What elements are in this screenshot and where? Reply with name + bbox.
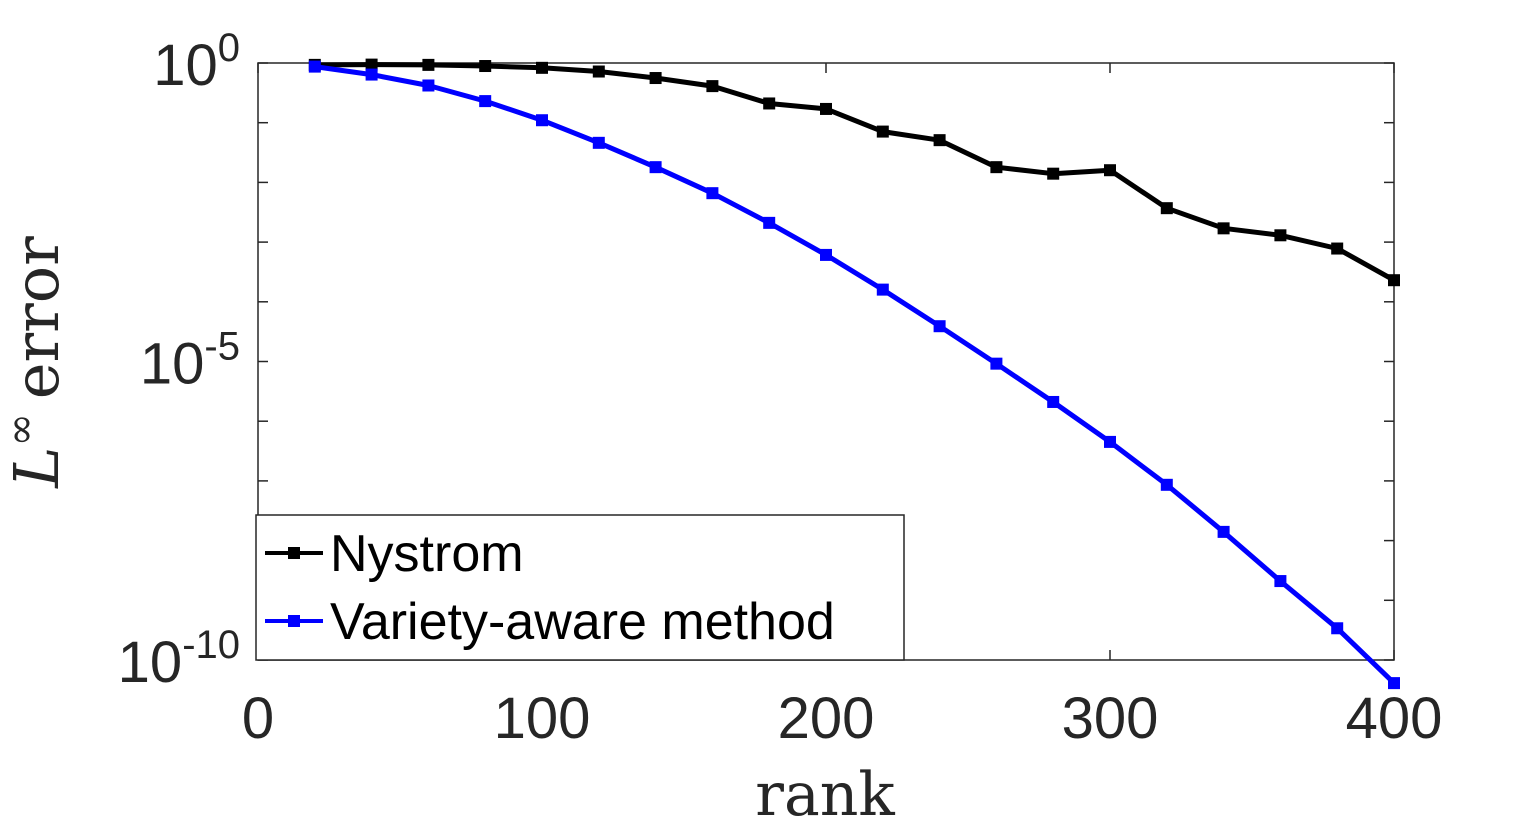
data-point-nystrom <box>763 97 776 110</box>
legend-marker-nystrom <box>288 547 300 559</box>
data-point-nystrom <box>1388 274 1400 287</box>
data-point-variety-aware-method <box>1274 575 1287 588</box>
data-point-variety-aware-method <box>1104 435 1116 448</box>
data-point-nystrom <box>1217 222 1230 235</box>
data-point-variety-aware-method <box>308 60 321 73</box>
y-tick-label: 10-10 <box>118 623 240 695</box>
series-line-variety-aware-method <box>314 64 1396 685</box>
x-tick-label: 0 <box>242 686 274 751</box>
series-variety-aware-method <box>308 60 1400 690</box>
data-point-nystrom <box>876 125 889 138</box>
data-point-nystrom <box>1331 242 1344 255</box>
legend-marker-variety-aware <box>288 615 300 627</box>
data-point-nystrom <box>706 80 719 93</box>
data-point-variety-aware-method <box>763 216 776 229</box>
data-point-variety-aware-method <box>1388 677 1400 690</box>
series-layer <box>308 58 1400 690</box>
data-point-nystrom <box>365 58 378 71</box>
data-point-nystrom <box>592 65 605 78</box>
y-tick-labels: 100 10-5 10-10 <box>118 26 240 695</box>
data-point-nystrom <box>649 72 662 85</box>
data-point-variety-aware-method <box>365 68 378 81</box>
data-point-nystrom <box>820 102 832 115</box>
data-point-nystrom <box>1160 202 1173 215</box>
legend-box <box>255 514 905 661</box>
data-point-variety-aware-method <box>536 114 548 127</box>
x-tick-label: 200 <box>778 686 875 751</box>
y-tick-label: 100 <box>153 26 240 98</box>
data-point-nystrom <box>422 58 435 71</box>
y-axis-title-base: L <box>0 447 73 489</box>
data-point-variety-aware-method <box>933 320 946 333</box>
data-point-variety-aware-method <box>479 95 492 108</box>
data-point-variety-aware-method <box>706 187 719 200</box>
data-point-nystrom <box>536 61 548 74</box>
x-tick-label: 300 <box>1062 686 1159 751</box>
data-point-variety-aware-method <box>876 283 889 296</box>
legend: Nystrom Variety-aware method <box>255 514 905 661</box>
x-tick-label: 400 <box>1346 686 1443 751</box>
data-point-variety-aware-method <box>1331 622 1344 635</box>
y-axis-title: L∞ error <box>0 236 73 489</box>
series-line-nystrom <box>314 62 1396 283</box>
legend-label-variety-aware: Variety-aware method <box>330 593 835 651</box>
data-point-variety-aware-method <box>990 357 1003 370</box>
data-point-nystrom <box>479 60 492 73</box>
data-point-variety-aware-method <box>592 136 605 149</box>
data-point-nystrom <box>990 161 1003 174</box>
x-tick-labels: 0 100 200 300 400 <box>242 686 1443 751</box>
data-point-nystrom <box>1047 167 1060 180</box>
data-point-variety-aware-method <box>422 79 435 92</box>
data-point-nystrom <box>1104 164 1116 177</box>
y-axis-title-text: error <box>0 236 73 399</box>
x-axis-title: rank <box>755 760 895 830</box>
data-point-variety-aware-method <box>820 248 832 261</box>
data-point-variety-aware-method <box>1047 395 1060 408</box>
data-point-variety-aware-method <box>1217 525 1230 538</box>
data-point-nystrom <box>933 134 946 147</box>
y-axis-title-superscript: ∞ <box>0 413 44 446</box>
y-tick-label: 10-5 <box>140 325 240 397</box>
data-point-variety-aware-method <box>1160 478 1173 491</box>
legend-label-nystrom: Nystrom <box>330 525 524 583</box>
x-tick-label: 100 <box>494 686 591 751</box>
data-point-variety-aware-method <box>649 161 662 174</box>
data-point-nystrom <box>1274 229 1287 242</box>
